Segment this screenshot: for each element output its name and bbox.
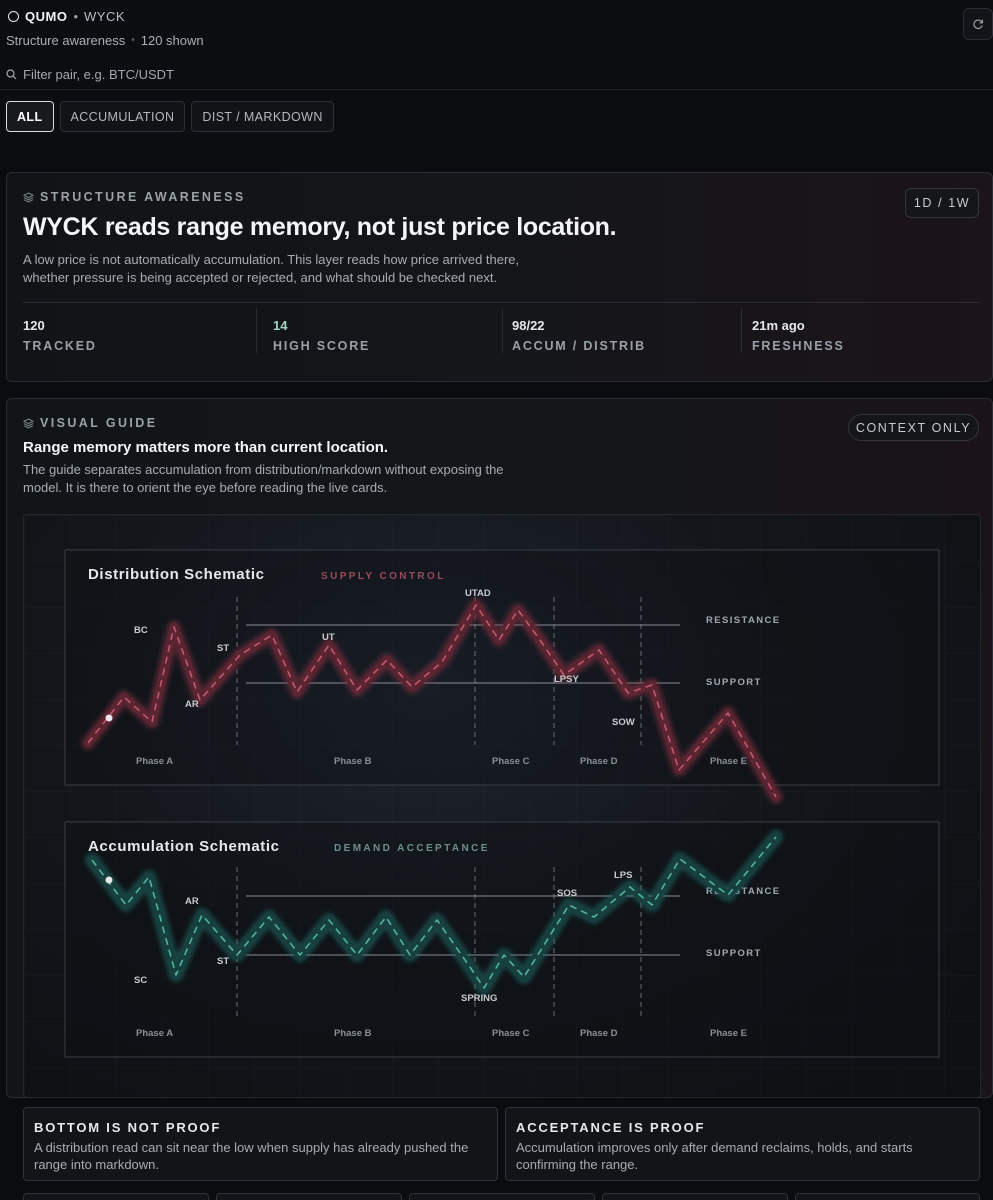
brand-ring-icon [8, 11, 19, 22]
note-text: Accumulation improves only after demand … [516, 1140, 913, 1172]
subtitle: Structure awareness [6, 33, 126, 48]
stat-label: ACCUM / DISTRIB [512, 339, 646, 353]
event-label-ar: AR [185, 699, 199, 710]
event-label-sos: SOS [557, 888, 577, 899]
event-label-spring: SPRING [461, 993, 497, 1004]
peek-card [409, 1193, 595, 1200]
filter-row [0, 60, 993, 90]
tab-all[interactable]: ALL [6, 101, 54, 132]
accumulation-title: Accumulation Schematic [88, 838, 280, 855]
guide-eyebrow-label: VISUAL GUIDE [40, 416, 158, 430]
refresh-button[interactable] [963, 8, 993, 40]
shown-count: 120 shown [140, 33, 204, 48]
note-title: BOTTOM IS NOT PROOF [34, 1120, 222, 1135]
brand-name: QUMO [25, 9, 68, 24]
tab-dist-markdown[interactable]: DIST / MARKDOWN [191, 101, 334, 132]
note-title: ACCEPTANCE IS PROOF [516, 1120, 706, 1135]
event-label-sc: SC [134, 975, 147, 986]
resistance-label: RESISTANCE [706, 886, 781, 897]
phase-label: Phase C [492, 1028, 530, 1039]
structure-awareness-card: STRUCTURE AWARENESS 1D / 1W WYCK reads r… [6, 172, 993, 382]
phase-label: Phase A [136, 1028, 173, 1039]
note-card-acceptance-proof: ACCEPTANCE IS PROOF Accumulation improve… [505, 1107, 980, 1181]
wyckoff-schematics: Distribution Schematic SUPPLY CONTROL RE… [24, 515, 980, 1097]
search-icon [6, 69, 17, 80]
support-label: SUPPORT [706, 677, 762, 688]
stat-value: 14 [273, 318, 288, 333]
filter-tabs: ALL ACCUMULATION DIST / MARKDOWN [6, 101, 334, 132]
guide-eyebrow: VISUAL GUIDE [23, 416, 157, 430]
timeframe-badge[interactable]: 1D / 1W [905, 188, 979, 218]
structure-eyebrow-label: STRUCTURE AWARENESS [40, 190, 246, 204]
distribution-title: Distribution Schematic [88, 566, 265, 583]
peek-card [23, 1193, 209, 1200]
stat-value: 21m ago [752, 318, 805, 333]
stat-divider [741, 309, 742, 353]
note-text: A distribution read can sit near the low… [34, 1140, 469, 1172]
event-label-lps: LPS [614, 870, 632, 881]
brand: QUMO • WYCK [8, 9, 125, 24]
layers-icon [23, 417, 34, 429]
top-bar: QUMO • WYCK Structure awareness • 120 sh… [0, 0, 993, 150]
stat-accum-distrib: 98/22 ACCUM / DISTRIB [512, 303, 646, 359]
structure-body: A low price is not automatically accumul… [23, 252, 520, 285]
stat-freshness: 21m ago FRESHNESS [752, 303, 845, 359]
stat-value: 98/22 [512, 318, 545, 333]
visual-guide-card: VISUAL GUIDE CONTEXT ONLY Range memory m… [6, 398, 993, 1098]
event-label-utad: UTAD [465, 588, 491, 599]
stat-value: 120 [23, 318, 45, 333]
distribution-tag: SUPPLY CONTROL [321, 571, 446, 582]
structure-title: WYCK reads range memory, not just price … [23, 213, 617, 241]
peek-card [602, 1193, 788, 1200]
phase-label: Phase B [334, 756, 372, 767]
phase-label: Phase E [710, 1028, 747, 1039]
schematic-chart-area: Distribution Schematic SUPPLY CONTROL RE… [23, 514, 981, 1098]
phase-label: Phase E [710, 756, 747, 767]
phase-label: Phase A [136, 756, 173, 767]
distribution-path [81, 598, 783, 804]
stat-divider [502, 309, 503, 353]
start-marker [105, 876, 113, 884]
structure-eyebrow: STRUCTURE AWARENESS [23, 190, 246, 204]
subtitle-row: Structure awareness • 120 shown [6, 33, 204, 48]
refresh-icon [973, 19, 983, 30]
accumulation-path [85, 830, 783, 995]
stat-label: TRACKED [23, 339, 97, 353]
event-label-st: ST [217, 956, 229, 967]
filter-input[interactable] [23, 67, 423, 82]
event-label-sow: SOW [612, 717, 635, 728]
peek-card [216, 1193, 402, 1200]
guide-title: Range memory matters more than current l… [23, 439, 389, 456]
guide-body: The guide separates accumulation from di… [23, 462, 504, 495]
stat-label: HIGH SCORE [273, 339, 371, 353]
event-label-lpsy: LPSY [554, 674, 579, 685]
stat-divider [256, 309, 257, 353]
brand-separator: • [73, 9, 79, 24]
note-card-bottom-not-proof: BOTTOM IS NOT PROOF A distribution read … [23, 1107, 498, 1181]
event-label-ar: AR [185, 896, 199, 907]
phase-label: Phase C [492, 756, 530, 767]
event-label-bc: BC [134, 625, 148, 636]
context-only-badge: CONTEXT ONLY [848, 414, 979, 441]
start-marker [105, 714, 113, 722]
event-label-ut: UT [322, 632, 335, 643]
tab-accumulation[interactable]: ACCUMULATION [59, 101, 186, 132]
phase-label: Phase D [580, 756, 618, 767]
subtitle-dot: • [131, 35, 135, 46]
phase-label: Phase B [334, 1028, 372, 1039]
layers-icon [23, 191, 34, 203]
section-name: WYCK [84, 9, 126, 24]
event-label-st: ST [217, 643, 229, 654]
stat-tracked: 120 TRACKED [23, 303, 97, 359]
phase-label: Phase D [580, 1028, 618, 1039]
stat-high-score: 14 HIGH SCORE [273, 303, 370, 359]
resistance-label: RESISTANCE [706, 615, 781, 626]
stats-row: 120 TRACKED 14 HIGH SCORE 98/22 ACCUM / … [23, 302, 980, 358]
peek-card [795, 1193, 980, 1200]
accumulation-tag: DEMAND ACCEPTANCE [334, 843, 490, 854]
support-label: SUPPORT [706, 948, 762, 959]
stat-label: FRESHNESS [752, 339, 845, 353]
